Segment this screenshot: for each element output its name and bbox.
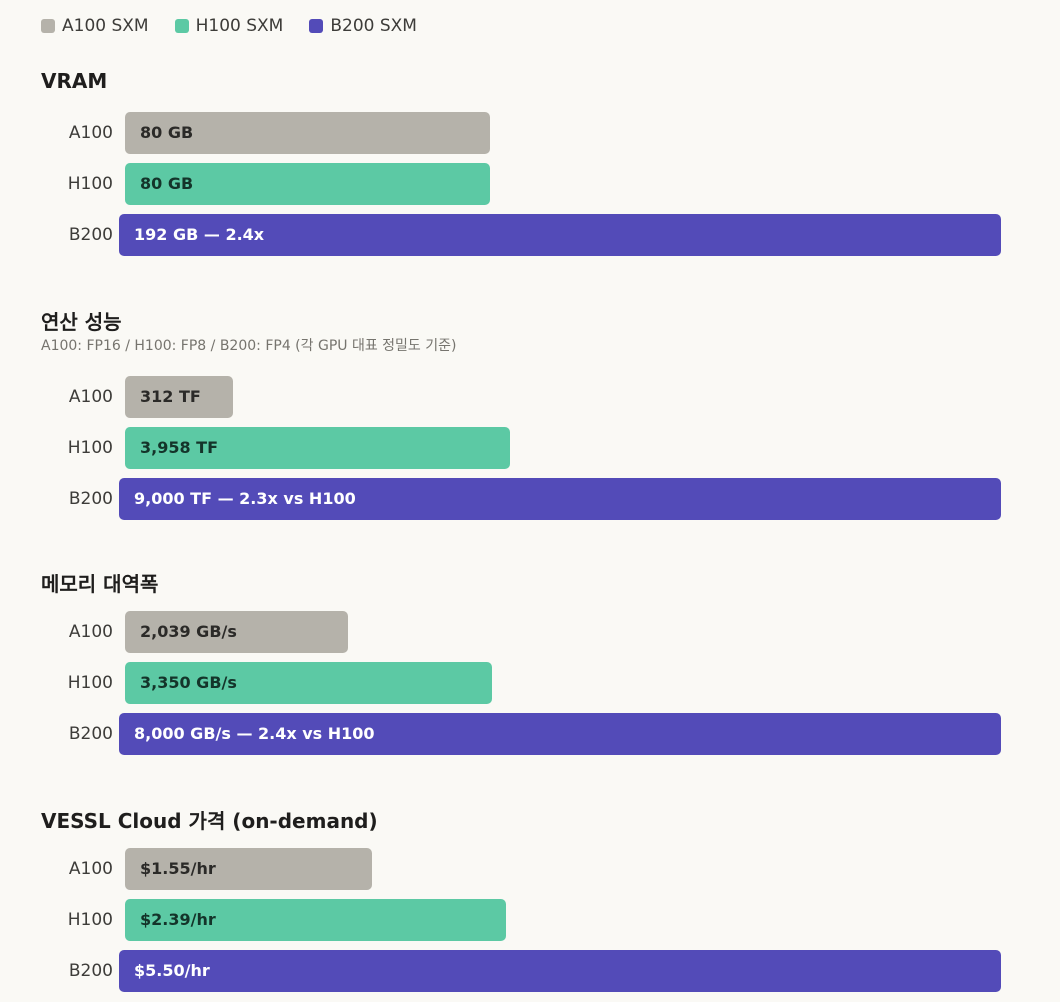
legend-swatch-b200 <box>309 19 324 33</box>
bar-row-h100: H100 3,958 TF <box>0 427 1060 469</box>
bar-b200: 9,000 TF — 2.3x vs H100 <box>119 478 1001 520</box>
bar-row-b200: B200 9,000 TF — 2.3x vs H100 <box>0 478 1060 520</box>
bar-row-h100: H100 80 GB <box>0 163 1060 205</box>
category-label: A100 <box>68 859 113 879</box>
bar-h100: 80 GB <box>125 163 490 205</box>
bar-b200: $5.50/hr <box>119 950 1001 992</box>
bar-a100: 80 GB <box>125 112 490 154</box>
category-label: H100 <box>67 438 113 458</box>
category-label: B200 <box>68 961 113 981</box>
bar-row-h100: H100 $2.39/hr <box>0 899 1060 941</box>
bar-h100: 3,958 TF <box>125 427 511 469</box>
bar-row-a100: A100 80 GB <box>0 112 1060 154</box>
category-label: B200 <box>68 225 113 245</box>
category-label: A100 <box>68 622 113 642</box>
category-label: H100 <box>67 910 113 930</box>
legend-item-h100: H100 SXM <box>174 16 284 36</box>
legend-label-a100: A100 SXM <box>62 16 149 36</box>
bar-row-b200: B200 8,000 GB/s — 2.4x vs H100 <box>0 713 1060 755</box>
bar-row-a100: A100 312 TF <box>0 376 1060 418</box>
section-title: 연산 성능 <box>41 310 122 334</box>
category-label: H100 <box>67 673 113 693</box>
section-subtitle: A100: FP16 / H100: FP8 / B200: FP4 (각 GP… <box>41 338 457 354</box>
legend: A100 SXM H100 SXM B200 SXM <box>41 16 417 36</box>
bar-h100: $2.39/hr <box>125 899 506 941</box>
category-label: A100 <box>68 387 113 407</box>
bar-b200: 192 GB — 2.4x <box>119 214 1001 256</box>
bar-a100: 312 TF <box>125 376 233 418</box>
legend-label-b200: B200 SXM <box>330 16 417 36</box>
bar-row-b200: B200 $5.50/hr <box>0 950 1060 992</box>
bar-h100: 3,350 GB/s <box>125 662 492 704</box>
bar-b200: 8,000 GB/s — 2.4x vs H100 <box>119 713 1001 755</box>
legend-item-b200: B200 SXM <box>309 16 417 36</box>
category-label: B200 <box>68 489 113 509</box>
section-title: 메모리 대역폭 <box>41 572 159 596</box>
bar-a100: $1.55/hr <box>125 848 372 890</box>
bar-row-a100: A100 2,039 GB/s <box>0 611 1060 653</box>
bar-row-a100: A100 $1.55/hr <box>0 848 1060 890</box>
bar-a100: 2,039 GB/s <box>125 611 349 653</box>
section-title: VRAM <box>41 69 108 93</box>
section-title: VESSL Cloud 가격 (on-demand) <box>41 809 378 833</box>
category-label: A100 <box>68 123 113 143</box>
bar-row-h100: H100 3,350 GB/s <box>0 662 1060 704</box>
legend-label-h100: H100 SXM <box>195 16 284 36</box>
category-label: H100 <box>67 174 113 194</box>
legend-item-a100: A100 SXM <box>41 16 149 36</box>
legend-swatch-h100 <box>174 19 189 33</box>
legend-swatch-a100 <box>41 19 55 33</box>
category-label: B200 <box>68 724 113 744</box>
bar-row-b200: B200 192 GB — 2.4x <box>0 214 1060 256</box>
